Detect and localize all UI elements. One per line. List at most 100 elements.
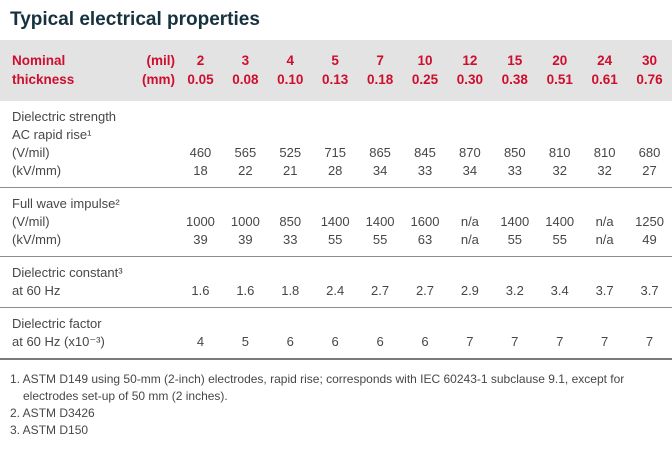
- value-cell: 55: [327, 232, 343, 247]
- header-mil-value: 2: [178, 40, 223, 70]
- block-dielectric-factor: Dielectric factor at 60 Hz (x10⁻³) 4 5 6 6 6…: [0, 307, 672, 360]
- value-cell: n/a: [595, 232, 614, 247]
- value-cell: 1600: [410, 214, 440, 229]
- value-cell: 28: [327, 163, 343, 178]
- table-header: Nominal (mil) 2 3 4 5 7 10 12 15 20 24 30 thicknes…: [0, 40, 672, 101]
- block-label: Dielectric constant³: [0, 256, 672, 282]
- footnote-2: 2. ASTM D3426: [10, 406, 95, 420]
- value-cell: 34: [372, 163, 388, 178]
- value-cell: 680: [638, 145, 661, 160]
- header-mm-value: 0.10: [267, 70, 313, 101]
- value-cell: 32: [552, 163, 567, 178]
- value-cell: 63: [417, 232, 433, 247]
- value-cell: n/a: [460, 214, 479, 229]
- block-label-row: AC rapid rise¹: [0, 126, 672, 144]
- header-mil-value: 20: [537, 40, 583, 70]
- value-cell: 3.4: [550, 283, 569, 298]
- data-row-kvmm: (kV/mm) 39 39 33 55 55 63 n/a 55 55 n/a 49: [0, 231, 672, 257]
- block-dielectric-strength: Dielectric strength AC rapid rise¹ (V/mi…: [0, 101, 672, 188]
- value-cell: 21: [283, 163, 298, 178]
- value-cell: 2.4: [326, 283, 345, 298]
- value-cell: 39: [238, 232, 253, 247]
- header-unit-mm: (mm): [134, 70, 178, 101]
- block-label-row: Dielectric strength: [0, 101, 672, 126]
- value-cell: 3.7: [640, 283, 659, 298]
- header-mm-value: 0.61: [582, 70, 628, 101]
- value-cell: 7: [466, 334, 474, 349]
- block-full-wave-impulse: Full wave impulse² (V/mil) 1000 1000 850 14…: [0, 187, 672, 257]
- header-mil-value: 12: [447, 40, 493, 70]
- value-cell: 7: [600, 334, 609, 349]
- page-title: Typical electrical properties: [10, 9, 260, 30]
- header-mil-value: 5: [312, 40, 358, 70]
- header-label-line1: Nominal: [0, 40, 134, 70]
- value-cell: 525: [279, 145, 302, 160]
- datasheet-page: Typical electrical properties Nominal (m…: [0, 9, 672, 437]
- header-label-line2: thickness: [0, 70, 134, 101]
- row-unit-label: (kV/mm): [12, 163, 62, 178]
- header-mil-value: 4: [267, 40, 313, 70]
- value-cell: 565: [234, 145, 257, 160]
- value-cell: 850: [279, 214, 302, 229]
- value-cell: 1400: [365, 214, 395, 229]
- electrical-properties-table: Nominal (mil) 2 3 4 5 7 10 12 15 20 24 30 thicknes…: [0, 40, 672, 360]
- header-mm-value: 0.05: [178, 70, 223, 101]
- block-label: Full wave impulse²: [0, 187, 672, 213]
- value-cell: 4: [196, 334, 205, 349]
- value-cell: 845: [414, 145, 436, 160]
- header-mm-value: 0.25: [402, 70, 448, 101]
- value-cell: 33: [417, 163, 433, 178]
- value-cell: 18: [193, 163, 208, 178]
- value-cell: 1400: [545, 214, 575, 229]
- header-mm-value: 0.76: [627, 70, 672, 101]
- value-cell: 1400: [500, 214, 530, 229]
- value-cell: 5: [241, 334, 249, 349]
- value-cell: 2.9: [460, 283, 479, 298]
- value-cell: 3.7: [595, 283, 614, 298]
- header-mil-value: 24: [582, 40, 628, 70]
- value-cell: 1000: [185, 214, 215, 229]
- value-cell: 34: [462, 163, 478, 178]
- header-mm-value: 0.51: [537, 70, 583, 101]
- row-unit-label: at 60 Hz (x10⁻³): [12, 334, 105, 349]
- data-row-kvmm: (kV/mm) 18 22 21 28 34 33 34 33 32 32 27: [0, 162, 672, 188]
- value-cell: 1.6: [191, 283, 210, 298]
- header-mm-value: 0.38: [492, 70, 538, 101]
- header-mil-value: 7: [357, 40, 403, 70]
- value-cell: 6: [331, 334, 339, 349]
- block-label: AC rapid rise¹: [12, 127, 92, 142]
- value-cell: 22: [238, 163, 253, 178]
- value-cell: 850: [503, 145, 526, 160]
- block-dielectric-constant: Dielectric constant³ at 60 Hz 1.6 1.6 1.8 2…: [0, 256, 672, 308]
- row-unit-label: (kV/mm): [12, 232, 62, 247]
- value-cell: 715: [324, 145, 347, 160]
- header-row-mil: Nominal (mil) 2 3 4 5 7 10 12 15 20 24 30: [0, 40, 672, 70]
- block-label: Dielectric factor: [0, 307, 672, 333]
- block-label: Dielectric strength: [12, 109, 117, 124]
- value-cell: 49: [642, 232, 657, 247]
- value-cell: 33: [507, 163, 523, 178]
- block-label-row: Full wave impulse²: [0, 187, 672, 213]
- value-cell: 55: [552, 232, 567, 247]
- value-cell: 2.7: [415, 283, 435, 298]
- value-cell: 810: [548, 145, 571, 160]
- value-cell: 810: [593, 145, 616, 160]
- data-row-vmil: (V/mil) 1000 1000 850 1400 1400 1600 n/a 1400 14…: [0, 213, 672, 231]
- header-mil-value: 15: [492, 40, 538, 70]
- data-row-60hz: at 60 Hz 1.6 1.6 1.8 2.4 2.7 2.7 2.9 3.2 3.4 3.7 3…: [0, 282, 672, 308]
- data-row-60hz: at 60 Hz (x10⁻³) 4 5 6 6 6 6 7 7 7 7 7: [0, 333, 672, 359]
- value-cell: 7: [645, 334, 654, 349]
- value-cell: 7: [511, 334, 519, 349]
- header-mm-value: 0.13: [312, 70, 358, 101]
- header-row-mm: thickness (mm) 0.05 0.08 0.10 0.13 0.18 0.25 0…: [0, 70, 672, 101]
- footnote-1: 1. ASTM D149 using 50-mm (2-inch) electr…: [10, 372, 625, 403]
- value-cell: 865: [369, 145, 391, 160]
- value-cell: 1400: [320, 214, 350, 229]
- header-mil-value: 30: [627, 40, 672, 70]
- value-cell: 870: [459, 145, 481, 160]
- data-row-vmil: (V/mil) 460 565 525 715 865 845 870 850 810 810 68…: [0, 144, 672, 162]
- value-cell: 27: [642, 163, 657, 178]
- block-label-row: Dielectric constant³: [0, 256, 672, 282]
- value-cell: 6: [421, 334, 429, 349]
- value-cell: 1250: [635, 214, 664, 229]
